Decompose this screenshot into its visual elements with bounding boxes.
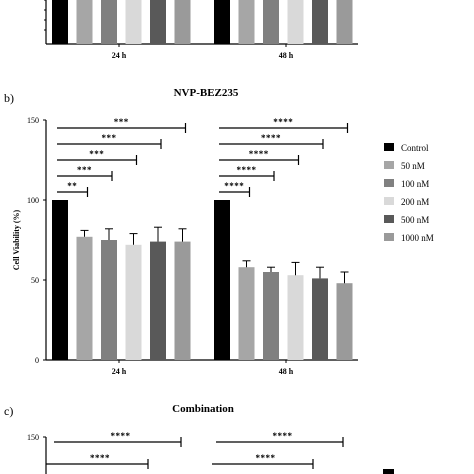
panel-c-significance-label: **** bbox=[273, 431, 293, 441]
panel-b-bar bbox=[150, 241, 166, 360]
panel-a-bar bbox=[263, 0, 279, 44]
panel-b-significance: ********************************** bbox=[57, 117, 349, 197]
legend-label: 50 nM bbox=[401, 161, 425, 171]
panel-a-bar bbox=[125, 0, 142, 44]
panel-b-y-ticks: 0 50 100 150 bbox=[27, 116, 46, 365]
panel-a-bar bbox=[76, 0, 93, 44]
panel-a-chart: 24 h 48 h bbox=[44, 0, 358, 60]
legend-swatch bbox=[384, 143, 394, 151]
panel-a-bar bbox=[150, 0, 166, 44]
panel-b-bar bbox=[336, 283, 353, 360]
panel-b-y-tick-label: 50 bbox=[31, 276, 39, 285]
panel-b-category-label: 48 h bbox=[279, 367, 294, 376]
panel-c-chart: 150 **** **** **** **** bbox=[27, 431, 394, 474]
legend-label: Control bbox=[401, 143, 429, 153]
panel-a-bar bbox=[101, 0, 117, 44]
panel-b-y-tick-label: 0 bbox=[35, 356, 39, 365]
panel-a-bar bbox=[312, 0, 328, 44]
panel-b-label: b) bbox=[4, 91, 14, 105]
legend-swatch bbox=[384, 233, 394, 241]
panel-b-y-tick-label: 100 bbox=[27, 196, 39, 205]
panel-c-significance-label: **** bbox=[111, 431, 131, 441]
panel-b-bar bbox=[312, 278, 328, 360]
panel-a-bar bbox=[287, 0, 304, 44]
panel-b-y-tick-label: 150 bbox=[27, 116, 39, 125]
legend-swatch bbox=[384, 161, 394, 169]
panel-b-bar bbox=[101, 240, 117, 360]
legend-label: 100 nM bbox=[401, 179, 429, 189]
panel-b-bar bbox=[238, 267, 255, 360]
legend-swatch bbox=[384, 197, 394, 205]
panel-b-title: NVP-BEZ235 bbox=[174, 87, 239, 99]
panel-a-bar bbox=[336, 0, 353, 44]
legend-label: 500 nM bbox=[401, 215, 429, 225]
panel-b-significance-label: **** bbox=[224, 181, 244, 191]
panel-a-bar bbox=[174, 0, 191, 44]
panel-b-bar bbox=[214, 200, 230, 360]
panel-c-significance: **** **** **** **** bbox=[46, 431, 344, 469]
panel-b-significance-label: **** bbox=[237, 165, 257, 175]
panel-a-bar bbox=[52, 0, 68, 44]
panel-b-significance-label: **** bbox=[273, 117, 293, 127]
panel-b-y-axis-label: Cell Viability (%) bbox=[12, 209, 21, 270]
panel-b-bars bbox=[52, 200, 353, 360]
panel-a-bar bbox=[238, 0, 255, 44]
panel-b-significance-label: *** bbox=[89, 149, 104, 159]
legend-swatch bbox=[384, 215, 394, 223]
panel-c-legend-swatch bbox=[383, 469, 394, 474]
panel-b-significance-label: **** bbox=[261, 133, 281, 143]
panel-b-significance-label: *** bbox=[102, 133, 117, 143]
panel-b-category-label: 24 h bbox=[112, 367, 127, 376]
panel-c-label: c) bbox=[4, 404, 13, 418]
panel-c-y-tick-label: 150 bbox=[27, 433, 39, 442]
panel-b-bar bbox=[174, 241, 191, 360]
panel-b-bar bbox=[287, 275, 304, 360]
panel-b-significance-label: ** bbox=[67, 181, 77, 191]
panel-c-title: Combination bbox=[172, 403, 234, 415]
legend-label: 1000 nM bbox=[401, 233, 434, 243]
panel-b-significance-label: **** bbox=[249, 149, 269, 159]
panel-b-bar bbox=[263, 272, 279, 360]
legend-swatch bbox=[384, 179, 394, 187]
legend-label: 200 nM bbox=[401, 197, 429, 207]
panel-a-bar bbox=[214, 0, 230, 44]
panel-a-category-label: 24 h bbox=[112, 51, 127, 60]
panel-b-bar bbox=[125, 244, 142, 360]
panel-c-significance-label: **** bbox=[90, 453, 110, 463]
panel-c-significance-label: **** bbox=[256, 453, 276, 463]
panel-b-significance-label: *** bbox=[77, 165, 92, 175]
legend: Control 50 nM 100 nM 200 nM 500 nM 1000 nM bbox=[384, 143, 434, 243]
panel-b-bar bbox=[52, 200, 68, 360]
panel-a-category-label: 48 h bbox=[279, 51, 294, 60]
panel-a-bars bbox=[52, 0, 353, 44]
panel-b-significance-label: *** bbox=[114, 117, 129, 127]
panel-b-bar bbox=[76, 236, 93, 360]
